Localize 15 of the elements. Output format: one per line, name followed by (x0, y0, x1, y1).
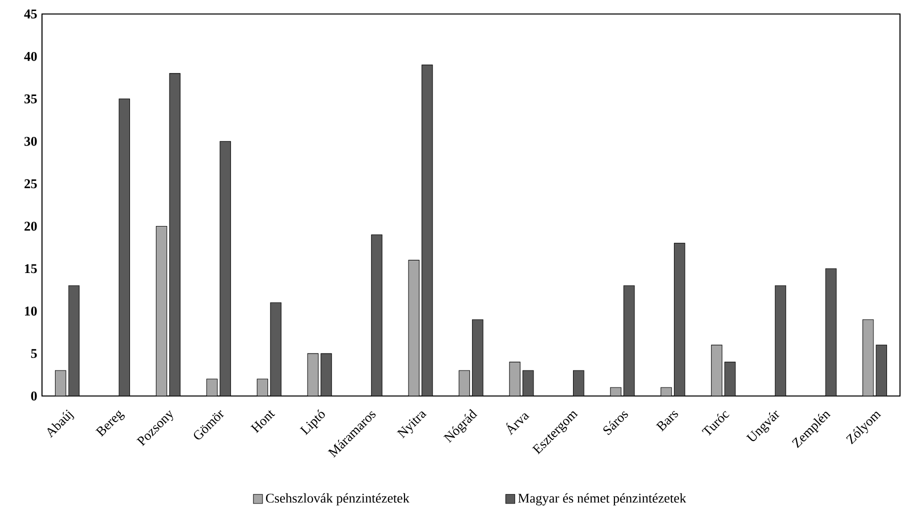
y-tick-label: 30 (24, 136, 37, 146)
y-tick-label: 25 (24, 179, 37, 188)
y-tick-label: 0 (31, 392, 37, 400)
y-tick-label: 35 (24, 94, 37, 104)
x-tick-label: Bars (656, 410, 678, 432)
y-tick-label: 10 (25, 306, 37, 316)
legend-label: Csehszlovák pénzintézetek (266, 493, 410, 506)
y-tick-label: 15 (25, 264, 37, 274)
y-tick-label: 40 (24, 52, 37, 61)
y-tick-label: 45 (24, 10, 37, 18)
x-tick-label: Hont (250, 410, 276, 434)
y-tick-label: 5 (31, 349, 37, 358)
legend-label: Magyar és német pénzintézetek (518, 493, 686, 506)
x-tick-label: Árva (506, 413, 530, 436)
y-tick-label: 20 (24, 222, 37, 231)
